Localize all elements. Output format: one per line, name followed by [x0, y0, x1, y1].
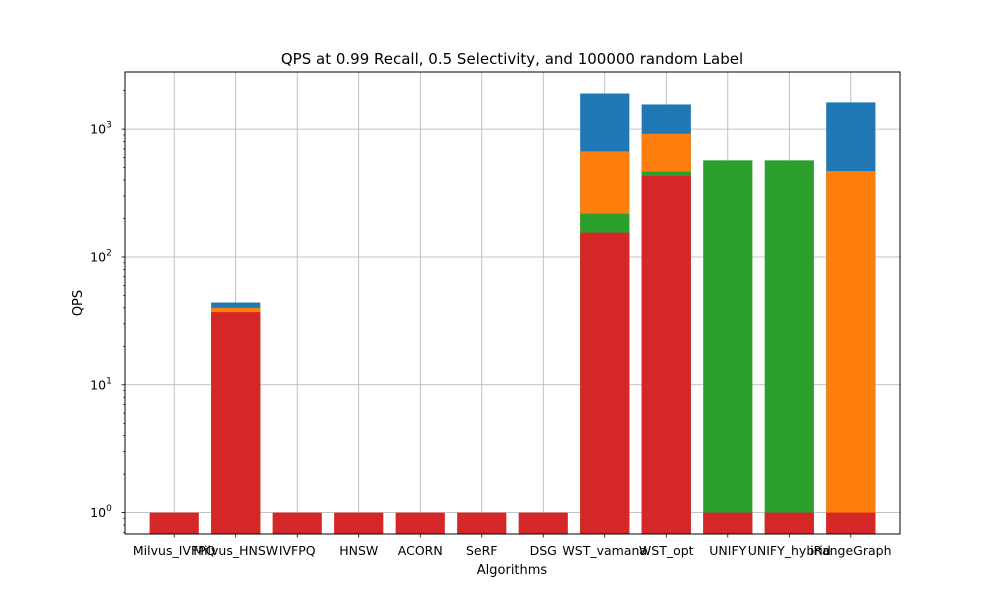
y-tick-label: 103	[90, 121, 112, 137]
x-tick-label: UNIFY	[709, 543, 746, 558]
bar-milvus-ivfpq-s3	[149, 512, 199, 534]
chart-title: QPS at 0.99 Recall, 0.5 Selectivity, and…	[281, 50, 743, 68]
x-tick-label: WST_vamana	[562, 543, 647, 558]
bar-unify-s2	[703, 160, 753, 534]
y-tick-label: 102	[90, 248, 112, 264]
x-axis-label: Algorithms	[477, 563, 548, 578]
bar-unify-s3	[703, 512, 753, 534]
x-tick-label: WST_opt	[639, 543, 694, 558]
x-tick-label: HNSW	[339, 543, 378, 558]
x-tick-label: iRangeGraph	[810, 543, 891, 558]
x-tick-label: SeRF	[466, 543, 498, 558]
bar-dsg-s3	[518, 512, 568, 534]
x-tick-label: DSG	[530, 543, 557, 558]
y-axis-label: QPS	[71, 290, 86, 316]
plot-frame	[124, 71, 901, 535]
bar-serf-s3	[457, 512, 507, 534]
x-tick-label: Milvus_HNSW	[193, 543, 278, 558]
bar-wst-opt-s3	[641, 176, 691, 534]
x-tick-label: UNIFY_hybrid	[748, 543, 831, 558]
bar-acorn-s3	[395, 512, 445, 534]
bar-irangegraph-s1	[826, 171, 876, 535]
x-tick-label: IVFPQ	[279, 543, 316, 558]
bar-milvus-hnsw-s3	[211, 312, 261, 534]
y-tick-label: 101	[90, 376, 112, 392]
bars-layer	[149, 93, 876, 535]
x-tick-label: ACORN	[398, 543, 443, 558]
x-tick-label: Milvus_IVFPQ	[133, 543, 216, 558]
bar-unify-hybrid-s3	[764, 512, 814, 534]
bar-unify-hybrid-s2	[764, 160, 814, 534]
bar-wst-vamana-s3	[580, 232, 630, 534]
bar-irangegraph-s3	[826, 512, 876, 534]
y-tick-label: 100	[90, 504, 112, 520]
bar-ivfpq-s3	[272, 512, 322, 534]
bar-hnsw-s3	[334, 512, 384, 534]
